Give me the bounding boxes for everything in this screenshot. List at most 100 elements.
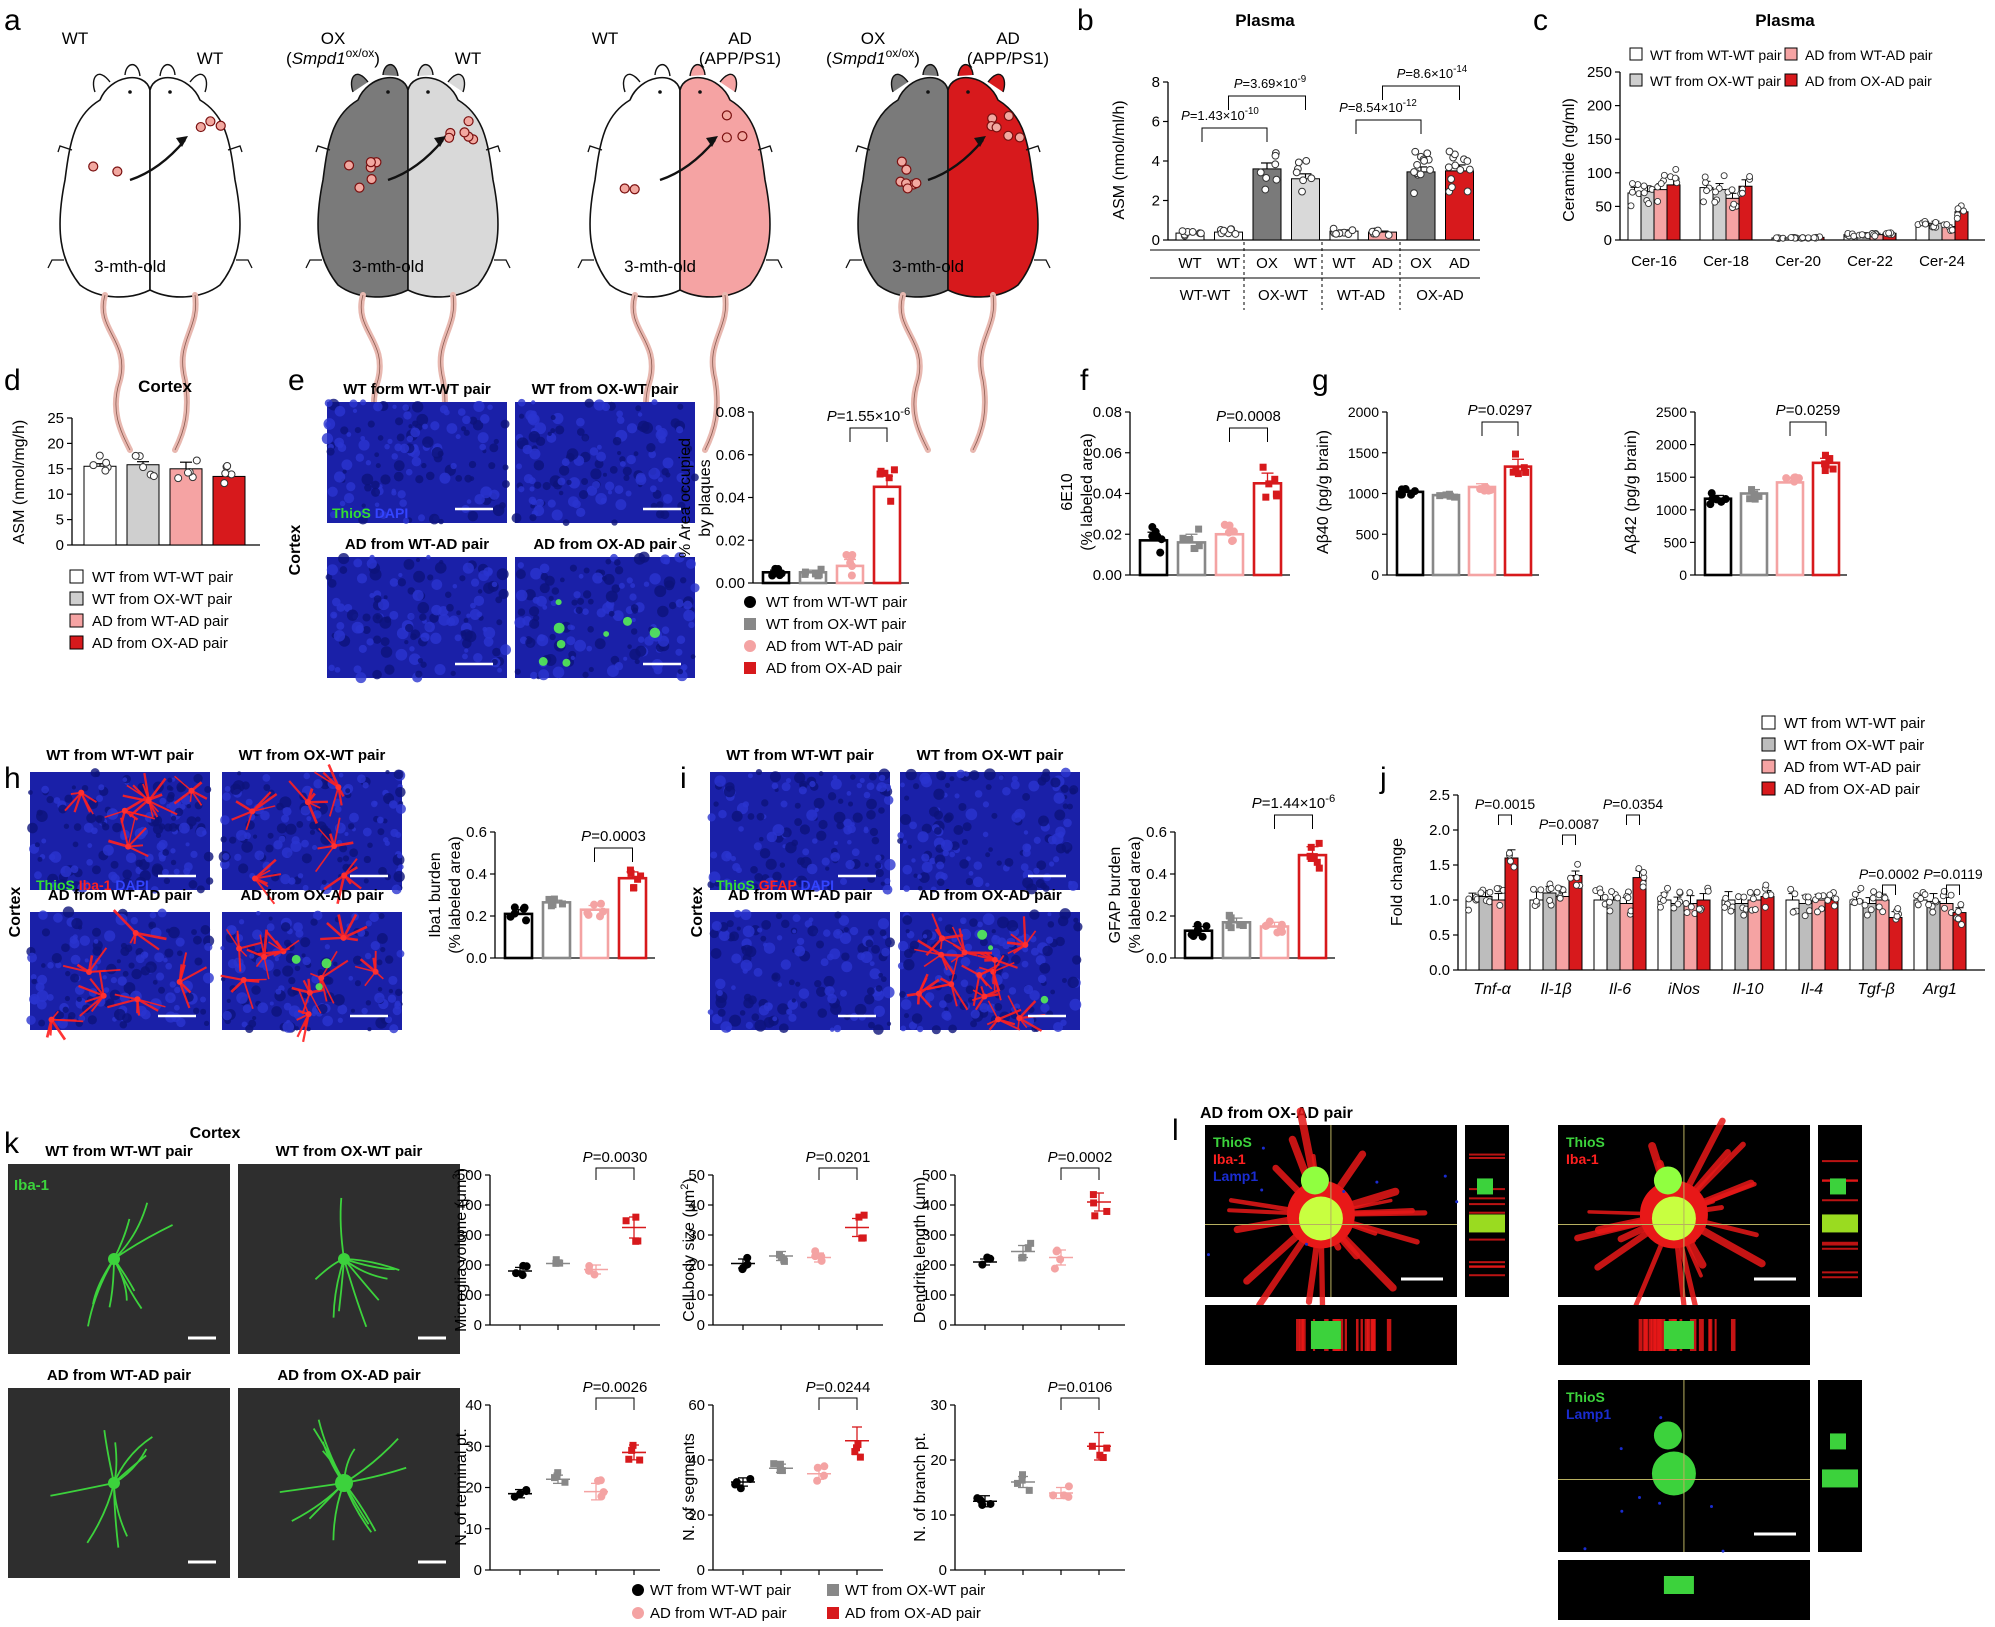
dapi-speckle xyxy=(905,929,910,934)
dapi-speckle xyxy=(657,635,670,647)
dapi-speckle xyxy=(856,782,863,789)
mouse-body xyxy=(947,76,1039,298)
dapi-speckle xyxy=(654,585,667,598)
x-category-label: WT xyxy=(1217,255,1240,272)
data-point xyxy=(630,884,638,892)
data-point xyxy=(1597,889,1604,897)
y-axis-label: (% labeled area) xyxy=(1127,836,1144,953)
dapi-speckle xyxy=(983,768,996,781)
dapi-speckle xyxy=(816,940,824,949)
data-point xyxy=(1256,168,1265,177)
dapi-speckle xyxy=(430,632,442,644)
data-point xyxy=(1410,487,1419,496)
gene: Smpd1 xyxy=(292,49,346,68)
dapi-speckle xyxy=(135,954,145,964)
dapi-speckle xyxy=(131,968,142,980)
dapi-speckle xyxy=(361,473,374,486)
data-point xyxy=(819,1471,828,1480)
dapi-speckle xyxy=(933,941,942,950)
dapi-speckle xyxy=(880,881,885,886)
data-point xyxy=(1751,906,1759,914)
data-point xyxy=(817,1256,826,1265)
image-title: AD from OX-AD pair xyxy=(277,1367,421,1384)
data-point xyxy=(1943,221,1951,229)
dapi-speckle xyxy=(530,567,542,580)
bar xyxy=(1913,899,1928,971)
dapi-speckle xyxy=(731,953,742,964)
green-plaque xyxy=(1040,995,1049,1004)
red-process xyxy=(173,789,193,805)
data-point xyxy=(220,479,229,488)
p-value-label: P=0.0003 xyxy=(581,828,646,845)
dapi-speckle xyxy=(772,973,778,980)
dapi-speckle xyxy=(406,435,414,443)
dapi-speckle xyxy=(139,870,151,882)
dapi-speckle xyxy=(397,490,406,499)
data-point xyxy=(1787,234,1795,242)
dapi-speckle xyxy=(281,847,293,859)
y-tick-label: 1500 xyxy=(1656,469,1687,485)
dapi-speckle xyxy=(538,669,550,681)
y-axis-label: by plaques xyxy=(697,459,714,536)
bottom-band xyxy=(1643,1319,1649,1351)
asm-cell xyxy=(721,132,732,143)
mouse-label-left: WT xyxy=(62,29,88,48)
asm-cell xyxy=(619,183,630,194)
dapi-speckle xyxy=(944,1006,949,1012)
data-point xyxy=(1660,171,1668,179)
y-tick-label: 100 xyxy=(457,1287,482,1304)
data-point xyxy=(768,571,777,580)
data-point xyxy=(1299,176,1308,185)
dapi-speckle xyxy=(496,568,509,581)
dapi-speckle xyxy=(1067,803,1073,810)
mouse-eye xyxy=(966,90,970,94)
mouse-ear xyxy=(124,63,141,77)
age-label: 3-mth-old xyxy=(624,257,696,276)
p-value-label: P=0.0244 xyxy=(806,1379,871,1396)
dapi-speckle xyxy=(661,468,669,476)
dapi-speckle xyxy=(434,561,447,574)
dapi-speckle xyxy=(159,797,167,805)
side-band xyxy=(1822,1243,1858,1246)
dapi-speckle xyxy=(158,854,166,862)
dapi-speckle xyxy=(991,812,998,819)
dapi-speckle xyxy=(670,418,681,428)
data-point xyxy=(1546,896,1554,904)
dapi-speckle xyxy=(833,1024,842,1033)
red-process xyxy=(147,800,159,818)
dapi-speckle xyxy=(921,861,933,873)
data-point xyxy=(522,1262,531,1271)
data-point xyxy=(1954,205,1962,213)
data-point xyxy=(1556,894,1564,902)
data-point xyxy=(1712,188,1719,196)
p-body: =0.0026 xyxy=(593,1379,648,1396)
mouse-ear xyxy=(189,73,208,93)
data-point xyxy=(506,912,515,921)
asm-cell xyxy=(112,166,123,177)
dapi-speckle xyxy=(707,1009,714,1015)
p-italic: P xyxy=(1397,66,1406,81)
red-process xyxy=(941,933,964,940)
dapi-speckle xyxy=(938,917,943,922)
bottom-band xyxy=(1650,1319,1656,1351)
bar xyxy=(1627,192,1642,241)
dapi-speckle xyxy=(410,427,421,438)
data-point xyxy=(1463,157,1472,165)
p-value-label: P=0.0354 xyxy=(1603,796,1664,812)
dapi-speckle xyxy=(171,815,177,821)
legend-swatch xyxy=(69,569,84,584)
dapi-speckle xyxy=(122,869,132,879)
dapi-speckle xyxy=(745,946,757,958)
dapi-speckle xyxy=(374,452,380,458)
red-process xyxy=(136,998,159,1012)
dapi-speckle xyxy=(46,993,54,1001)
dapi-speckle xyxy=(1053,792,1065,804)
y-tick-label: 2.0 xyxy=(1429,822,1450,839)
dapi-speckle xyxy=(742,968,748,974)
side-band xyxy=(1822,1199,1858,1202)
dapi-speckle xyxy=(629,593,637,601)
data-point xyxy=(1773,234,1780,242)
mouse-paw xyxy=(315,145,331,153)
